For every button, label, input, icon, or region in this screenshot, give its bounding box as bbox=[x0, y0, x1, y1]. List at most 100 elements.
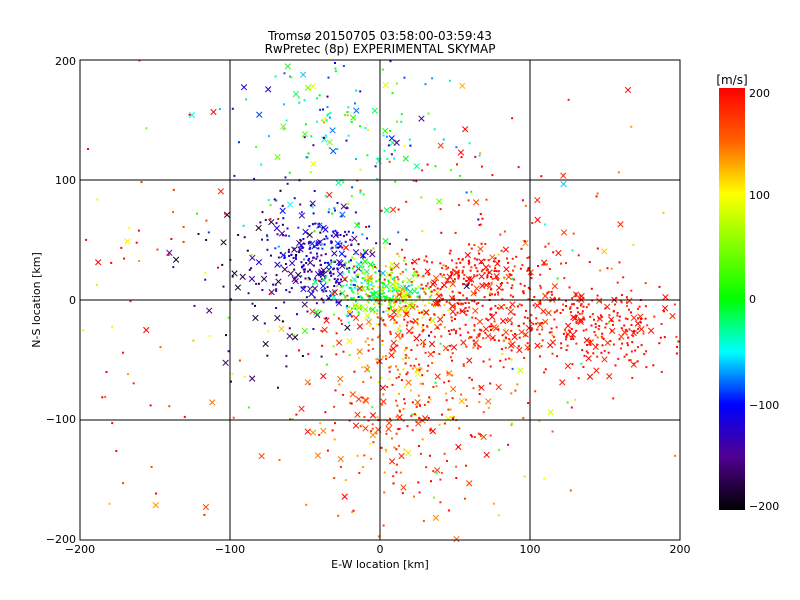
data-point bbox=[471, 316, 474, 319]
data-point bbox=[394, 287, 397, 290]
data-point bbox=[592, 352, 595, 355]
data-point bbox=[510, 422, 513, 425]
data-point bbox=[591, 313, 594, 316]
colorbar bbox=[719, 88, 745, 510]
data-point bbox=[381, 281, 383, 284]
data-point bbox=[476, 258, 479, 261]
data-point bbox=[363, 250, 366, 253]
data-point bbox=[375, 266, 378, 269]
data-point bbox=[338, 383, 341, 386]
data-point bbox=[384, 448, 387, 451]
data-point bbox=[396, 120, 398, 123]
data-point bbox=[351, 256, 354, 259]
data-point bbox=[495, 270, 498, 273]
data-point bbox=[358, 472, 361, 474]
data-point bbox=[311, 223, 314, 226]
data-point-cross bbox=[485, 398, 492, 405]
data-point-cross bbox=[306, 231, 313, 239]
data-point bbox=[422, 274, 425, 277]
data-point-cross bbox=[601, 248, 608, 255]
data-point bbox=[456, 302, 459, 304]
data-point bbox=[302, 268, 305, 271]
data-point-cross bbox=[437, 142, 444, 149]
data-point bbox=[372, 296, 374, 299]
data-point bbox=[289, 418, 292, 421]
data-point bbox=[530, 327, 533, 330]
data-point-cross bbox=[332, 232, 340, 239]
data-point bbox=[352, 283, 355, 286]
data-point bbox=[457, 257, 460, 260]
data-point bbox=[319, 264, 322, 266]
data-point bbox=[319, 273, 322, 276]
data-point bbox=[630, 289, 633, 292]
data-point bbox=[465, 464, 467, 467]
data-point bbox=[637, 317, 640, 320]
x-tick-label: −200 bbox=[65, 543, 95, 556]
data-point-cross bbox=[586, 373, 594, 380]
data-point-cross bbox=[564, 362, 572, 370]
colorbar-tick-labels: 200 100 0 −100 −200 bbox=[749, 87, 779, 513]
data-point-cross bbox=[356, 323, 364, 330]
data-point bbox=[365, 293, 368, 296]
data-point bbox=[310, 135, 313, 138]
data-point bbox=[506, 281, 509, 284]
data-point bbox=[366, 337, 369, 340]
data-point bbox=[405, 289, 408, 291]
data-point-cross bbox=[260, 275, 268, 283]
data-point bbox=[429, 427, 432, 430]
data-point bbox=[487, 259, 490, 262]
data-point bbox=[336, 278, 339, 281]
data-point bbox=[357, 311, 360, 314]
data-point bbox=[412, 279, 415, 282]
data-point-cross bbox=[564, 331, 572, 338]
data-point bbox=[324, 117, 326, 120]
data-point bbox=[238, 141, 240, 144]
data-point bbox=[316, 97, 318, 100]
data-point bbox=[450, 319, 453, 322]
data-point bbox=[350, 287, 353, 290]
data-point bbox=[334, 229, 337, 232]
data-point bbox=[320, 329, 323, 332]
data-point bbox=[336, 202, 339, 204]
data-point bbox=[439, 323, 442, 326]
data-point-cross bbox=[314, 270, 322, 278]
data-point bbox=[541, 328, 544, 331]
data-point bbox=[445, 399, 448, 402]
data-point bbox=[482, 337, 485, 340]
data-point bbox=[279, 251, 282, 254]
data-point bbox=[347, 230, 350, 233]
data-point bbox=[369, 442, 372, 445]
data-point bbox=[579, 297, 582, 300]
data-point-cross bbox=[446, 370, 453, 377]
data-point bbox=[388, 297, 391, 300]
data-point bbox=[299, 203, 302, 206]
data-point bbox=[396, 276, 399, 278]
data-point bbox=[312, 212, 315, 215]
data-point bbox=[333, 438, 336, 441]
data-point bbox=[524, 334, 527, 337]
data-point bbox=[370, 457, 373, 460]
data-point bbox=[380, 317, 383, 319]
data-point bbox=[351, 511, 354, 514]
data-point bbox=[325, 290, 328, 293]
data-point bbox=[487, 406, 490, 409]
data-point bbox=[96, 198, 99, 201]
data-point bbox=[326, 286, 329, 288]
data-point bbox=[618, 319, 621, 322]
data-point-cross bbox=[326, 139, 333, 146]
data-point bbox=[247, 406, 250, 409]
data-point bbox=[353, 286, 356, 289]
data-point bbox=[368, 225, 371, 228]
data-point bbox=[555, 310, 558, 313]
data-point bbox=[426, 369, 429, 372]
data-point bbox=[389, 348, 392, 351]
data-point-cross bbox=[331, 250, 338, 257]
data-point bbox=[328, 208, 331, 211]
data-point bbox=[604, 326, 607, 329]
data-point bbox=[540, 345, 543, 348]
data-point bbox=[346, 207, 349, 210]
data-point-cross bbox=[478, 258, 485, 265]
data-point bbox=[518, 336, 521, 339]
data-point bbox=[638, 305, 641, 308]
data-point bbox=[577, 377, 580, 380]
